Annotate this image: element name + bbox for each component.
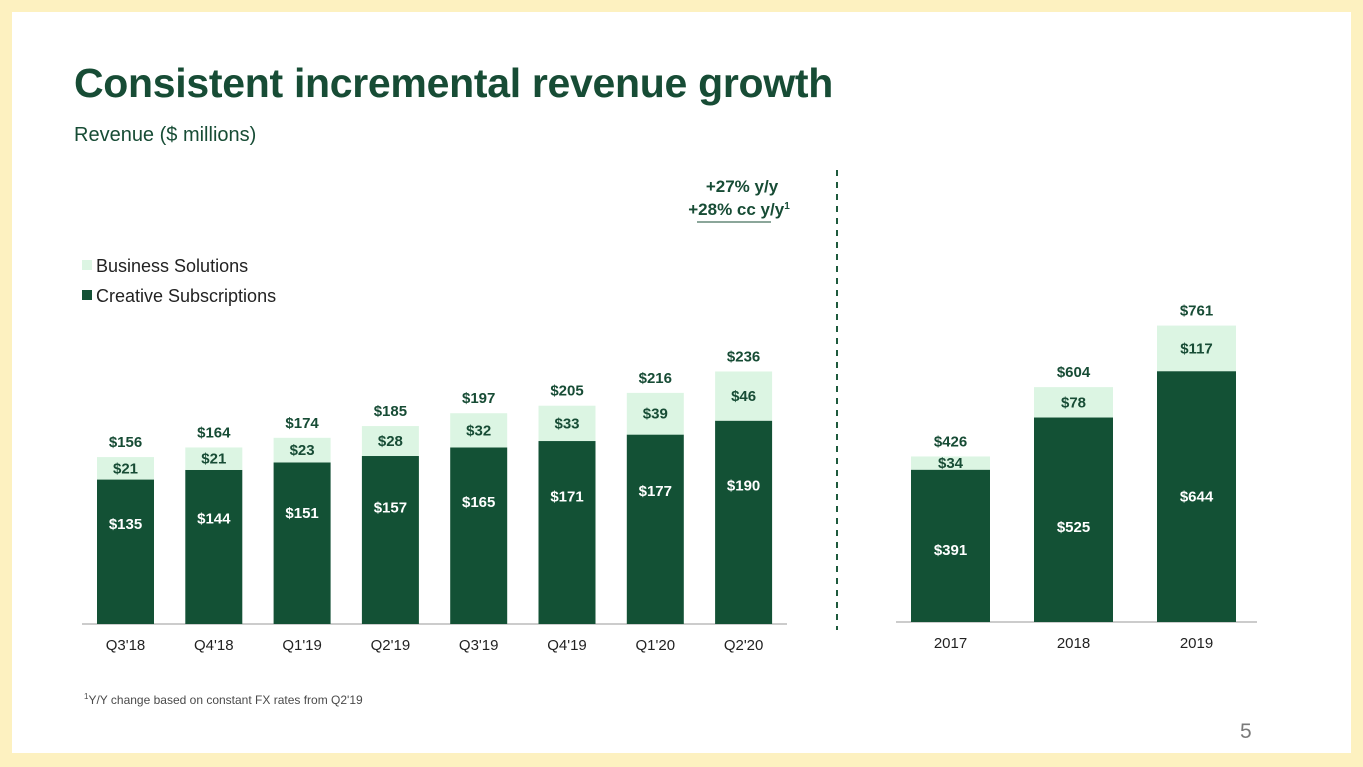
bar-creative-Q4'19 <box>538 441 596 624</box>
value-label-business: $117 <box>1180 340 1213 357</box>
legend-label-business: Business Solutions <box>96 256 248 276</box>
x-tick-label: Q1'20 <box>636 637 676 654</box>
x-tick-label: Q3'19 <box>459 637 499 654</box>
growth-cc-text: +28% cc y/y1 <box>688 200 790 219</box>
legend-swatch-creative <box>82 290 92 300</box>
growth-yy-text: +27% y/y <box>706 177 779 196</box>
footnote-marker: 1 <box>84 692 89 701</box>
value-label-creative: $177 <box>639 483 672 500</box>
bar-creative-2019 <box>1157 371 1236 622</box>
value-label-creative: $157 <box>374 500 407 517</box>
value-label-creative: $525 <box>1057 519 1090 536</box>
growth-cc-sup: 1 <box>784 201 790 212</box>
value-label-creative: $644 <box>1180 489 1214 506</box>
growth-cc-main: +28% cc y/y <box>688 200 784 219</box>
bar-creative-Q3'18 <box>97 479 154 624</box>
bar-business-Q4'18 <box>185 447 243 470</box>
value-label-creative: $171 <box>550 489 583 506</box>
total-label: $236 <box>727 348 760 365</box>
x-tick-label: Q3'18 <box>106 637 146 654</box>
value-label-business: $46 <box>731 388 756 405</box>
revenue-chart: Business Solutions Creative Subscription… <box>82 170 1257 654</box>
value-label-creative: $391 <box>934 542 967 559</box>
value-label-business: $33 <box>554 415 579 432</box>
value-label-business: $21 <box>201 451 226 468</box>
bar-creative-2017 <box>911 469 990 622</box>
bar-business-Q2'19 <box>361 426 419 457</box>
bar-business-Q1'19 <box>273 437 331 463</box>
bar-business-Q3'18 <box>97 457 154 480</box>
x-tick-label: Q1'19 <box>282 637 322 654</box>
annual-chart: $391 $34 $426 2017 $525 $78 $604 2018 $644 $117 $7… <box>896 303 1257 652</box>
page-number: 5 <box>1240 720 1252 743</box>
x-tick-label: Q4'18 <box>194 637 234 654</box>
total-label: $216 <box>639 370 672 387</box>
chart-subtitle: Revenue ($ millions) <box>74 124 257 146</box>
value-label-business: $21 <box>113 460 138 477</box>
value-label-creative: $135 <box>109 516 142 533</box>
page-title: Consistent incremental revenue growth <box>74 60 833 106</box>
value-label-creative: $144 <box>197 511 231 528</box>
total-label: $205 <box>550 383 583 400</box>
value-label-creative: $190 <box>727 478 760 495</box>
legend-label-creative: Creative Subscriptions <box>96 286 276 306</box>
bar-creative-Q3'19 <box>450 447 508 624</box>
footnote: 1Y/Y change based on constant FX rates f… <box>84 692 363 707</box>
x-tick-label: Q2'20 <box>724 637 764 654</box>
value-label-business: $23 <box>290 442 315 459</box>
chart-legend: Business Solutions Creative Subscription… <box>82 256 276 306</box>
slide: Consistent incremental revenue growth Re… <box>12 12 1351 753</box>
bar-creative-2018 <box>1034 417 1113 622</box>
value-label-business: $32 <box>466 422 491 439</box>
total-label: $197 <box>462 390 495 407</box>
bar-creative-Q1'19 <box>273 462 331 624</box>
value-label-creative: $165 <box>462 494 495 511</box>
bar-business-Q3'19 <box>450 413 508 448</box>
total-label: $185 <box>374 403 407 420</box>
quarterly-chart: $135 $21 $156 Q3'18 $144 $21 $164 Q4'18 $151 $23 $… <box>82 348 787 654</box>
footnote-text: Y/Y change based on constant FX rates fr… <box>88 693 363 707</box>
total-label: $761 <box>1180 303 1213 320</box>
bar-business-2019 <box>1157 325 1236 372</box>
bar-creative-Q1'20 <box>626 434 684 624</box>
x-tick-label: 2019 <box>1180 635 1213 652</box>
growth-annotation: +27% y/y +28% cc y/y1 <box>688 177 790 223</box>
value-label-business: $34 <box>938 455 964 472</box>
bar-business-Q1'20 <box>626 392 684 435</box>
bar-creative-Q4'18 <box>185 469 243 624</box>
value-label-creative: $151 <box>285 505 318 522</box>
value-label-business: $78 <box>1061 394 1086 411</box>
total-label: $174 <box>285 415 319 432</box>
value-label-business: $28 <box>378 433 403 450</box>
bar-creative-Q2'19 <box>361 456 419 624</box>
total-label: $604 <box>1057 364 1091 381</box>
x-tick-label: 2017 <box>934 635 967 652</box>
bar-business-2018 <box>1034 387 1113 418</box>
legend-swatch-business <box>82 260 92 270</box>
total-label: $426 <box>934 433 967 450</box>
bar-business-Q4'19 <box>538 405 596 442</box>
total-label: $164 <box>197 424 231 441</box>
x-tick-label: Q4'19 <box>547 637 587 654</box>
bar-business-Q2'20 <box>715 371 773 421</box>
bar-business-2017 <box>911 456 990 470</box>
x-tick-label: Q2'19 <box>371 637 411 654</box>
x-tick-label: 2018 <box>1057 635 1090 652</box>
total-label: $156 <box>109 434 142 451</box>
value-label-business: $39 <box>643 406 668 423</box>
bar-creative-Q2'20 <box>715 420 773 624</box>
